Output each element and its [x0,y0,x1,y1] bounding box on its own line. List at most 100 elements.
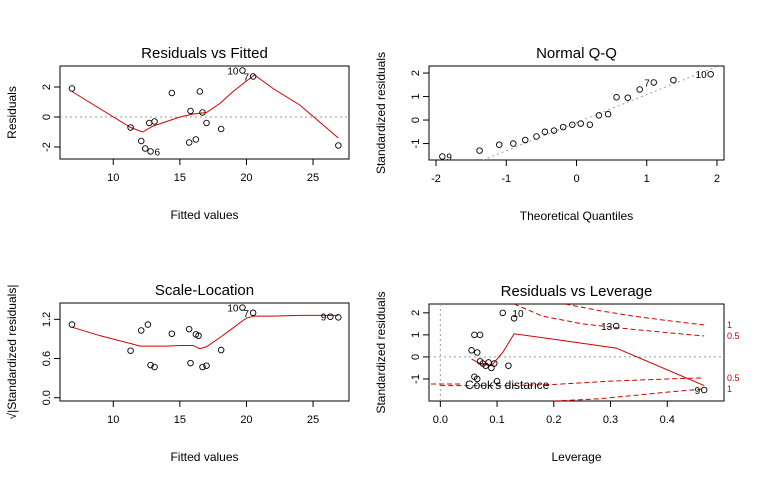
cooks-distance-curve [565,304,705,326]
data-point [700,386,708,394]
data-point [521,136,529,144]
cooks-level-label: 0.5 [727,373,740,383]
data-point [613,94,620,101]
data-point [196,88,204,95]
chart-title: Normal Q-Q [536,45,617,62]
scale-location-panel: Scale-Location Fitted values √|Standardize… [5,282,350,464]
data-point [550,127,558,134]
data-point [670,76,677,84]
point-label: 10 [227,67,239,78]
chart-title: Residuals vs Fitted [141,45,268,62]
plot-area [60,67,349,155]
x-tick-label: -1 [501,173,511,185]
plot-area [439,66,720,160]
data-point [199,363,206,371]
point-label: 6 [155,148,161,159]
data-point [577,120,584,127]
data-point [137,327,145,334]
data-point [185,139,193,146]
x-tick-label: 15 [174,414,186,426]
data-point [147,148,154,155]
y-tick-label: -1 [410,139,422,149]
cooks-level-label: 1 [727,320,732,330]
data-point [217,346,225,354]
point-label: 13 [601,322,613,333]
x-tick-label: 10 [107,414,119,426]
data-point [199,109,206,116]
point-label: 9 [446,152,452,163]
point-label: 10 [696,70,708,81]
data-point [468,347,475,354]
y-tick-label: 0.0 [41,390,53,405]
data-point [151,363,158,371]
data-point [185,325,193,333]
qq-reference-line [482,66,720,160]
data-point [217,125,225,133]
x-tick-label: 15 [174,172,186,184]
data-point [203,119,210,127]
y-tick-label: 0.6 [41,351,53,366]
data-point [505,362,512,369]
x-axis-label: Theoretical Quantiles [520,209,633,223]
x-tick-label: 25 [307,414,319,426]
plot-frame [59,65,350,160]
data-point [327,313,334,320]
data-point [168,330,176,337]
plot-frame [59,302,350,402]
y-tick-label: 2 [410,70,422,76]
smooth-line [71,74,339,139]
data-point [137,137,145,145]
point-label: 9 [695,386,701,397]
data-point [559,123,567,131]
y-axis-label: Standardized residuals [374,52,388,174]
y-tick-label: -1 [410,374,422,384]
x-axis-label: Fitted values [170,208,238,222]
data-point [499,309,507,317]
x-tick-label: 0.1 [489,414,504,426]
y-tick-label: 2 [41,84,53,90]
data-point [239,304,246,311]
chart-title: Residuals vs Leverage [501,283,653,300]
point-label: 7 [644,78,650,89]
data-point [493,377,501,385]
data-point [624,94,632,101]
data-point [510,315,518,322]
data-point [151,118,158,125]
data-point [636,86,643,93]
cooks-distance-curve [440,377,705,387]
data-point [195,332,202,339]
plot-frame [428,65,725,161]
data-point [68,321,76,328]
x-tick-label: 1 [644,173,650,185]
data-point [476,331,484,339]
x-tick-label: 0 [573,173,579,185]
data-point [249,73,257,80]
data-point [533,133,540,140]
residuals-vs-fitted-panel: Residuals vs Fitted Fitted values Residual… [5,45,350,222]
data-point [127,347,134,354]
normal-qq-panel: Normal Q-Q Theoretical Quantiles Standardi… [374,45,725,223]
plot-area [68,304,342,371]
data-point [187,359,194,367]
data-point [335,142,342,149]
residuals-vs-leverage-panel: Residuals vs Leverage Leverage Standardize… [374,283,740,464]
y-axis-label: Residuals [5,86,19,139]
x-axis-label: Leverage [551,450,601,464]
data-point [127,124,134,131]
data-point [144,321,152,328]
point-label: 10 [227,304,239,315]
data-point [612,322,620,330]
plot-area [429,304,724,401]
data-point [488,364,495,372]
point-label: 10 [512,309,524,320]
data-point [203,362,210,369]
x-tick-label: -2 [431,173,441,185]
x-tick-label: 20 [240,414,252,426]
data-point [335,314,342,321]
data-point [490,360,498,367]
data-point [473,375,481,383]
data-point [192,136,200,143]
data-point [476,147,483,154]
plot-frame [428,303,725,402]
